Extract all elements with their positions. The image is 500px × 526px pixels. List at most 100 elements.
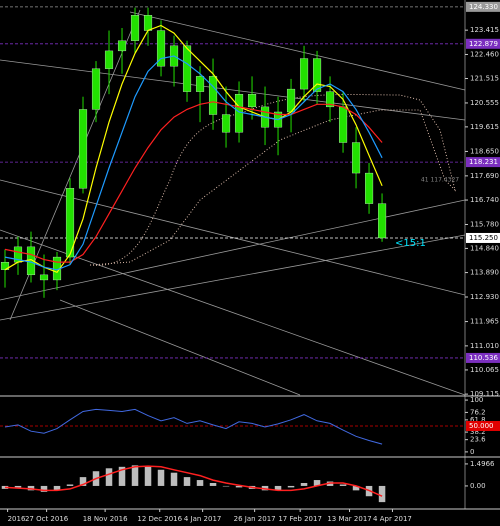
level-label: 50.000	[469, 422, 494, 430]
candle-body	[156, 30, 166, 67]
level-label-box	[466, 352, 500, 363]
candle-body	[65, 188, 75, 258]
histogram-bar	[313, 480, 321, 486]
histogram-bar	[339, 484, 347, 486]
histogram-bar	[131, 465, 139, 486]
level-label-box	[466, 1, 500, 12]
y-tick-label: 111.965	[470, 318, 499, 326]
histogram-bar	[209, 483, 217, 486]
trendline	[129, 11, 466, 91]
candle-body	[39, 274, 49, 281]
y-tick-label: 118.650	[470, 147, 499, 155]
y-tick-label: 117.690	[470, 172, 499, 180]
candle-body	[234, 94, 244, 133]
histogram-bar	[196, 480, 204, 486]
candle-body	[221, 114, 231, 133]
candle-body	[91, 68, 101, 110]
y-tick-label: 121.515	[470, 75, 499, 83]
trendline	[0, 234, 466, 321]
level-label: 110.536	[469, 354, 498, 362]
level-label: 118.231	[469, 158, 498, 166]
candle-body	[117, 40, 127, 52]
histogram-bar	[287, 485, 295, 488]
candle-body	[182, 45, 192, 92]
histogram-bar	[157, 469, 165, 486]
histogram-bar	[53, 485, 61, 491]
histogram-bar	[79, 477, 87, 486]
histogram-bar	[352, 485, 360, 491]
candle-body	[299, 58, 309, 90]
histogram-bar	[378, 485, 386, 503]
candle-body	[143, 15, 153, 31]
x-tick-label: 18 Nov 2016	[83, 515, 128, 523]
y-tick-label: 116.740	[470, 196, 499, 204]
y-tick-label: 100	[470, 396, 483, 404]
moving-average	[4, 101, 383, 263]
x-tick-label: 27 Oct 2016	[25, 515, 69, 523]
histogram-bar	[274, 485, 282, 491]
y-tick-label: 112.930	[470, 293, 499, 301]
candle-body	[312, 58, 322, 92]
level-label: 124.330	[469, 3, 498, 11]
candle-body	[104, 50, 114, 69]
y-tick-label: 119.615	[470, 123, 499, 131]
histogram-bar	[105, 468, 113, 486]
y-tick-label: 109.115	[470, 390, 499, 398]
histogram-bar	[118, 466, 126, 486]
annotation: 41 117.4327	[421, 177, 459, 184]
level-label-box	[466, 232, 500, 243]
level-label-box	[466, 420, 500, 431]
y-tick-label: 61.8	[470, 416, 486, 424]
candle-body	[195, 76, 205, 92]
y-tick-label: 123.415	[470, 26, 499, 34]
y-tick-label: 0	[470, 448, 474, 456]
histogram-bar	[144, 466, 152, 486]
x-tick-label: 26 Jan 2017	[234, 515, 276, 523]
x-tick-label: 4 Apr 2017	[373, 515, 412, 523]
level-label-box	[466, 157, 500, 168]
histogram-bar	[14, 485, 22, 488]
y-tick-label: 76.2	[470, 408, 486, 416]
y-tick-label: 120.555	[470, 99, 499, 107]
histogram-bar	[300, 483, 308, 486]
y-tick-label: 111.010	[470, 342, 499, 350]
y-tick-label: 1.4966	[470, 460, 495, 468]
y-tick-label: 38.2	[470, 428, 486, 436]
x-tick-label: 4 Jan 2017	[184, 515, 222, 523]
x-tick-label: 17 Feb 2017	[278, 515, 322, 523]
candle-body	[247, 94, 257, 108]
candle-body	[364, 172, 374, 204]
candle-body	[338, 106, 348, 143]
trendline	[0, 179, 466, 296]
y-tick-label: 23.6	[470, 436, 486, 444]
signal-line	[4, 465, 383, 497]
moving-average	[4, 55, 383, 271]
y-tick-label: 115.780	[470, 220, 499, 228]
candle-body	[377, 203, 387, 239]
histogram-bar	[170, 472, 178, 486]
x-tick-label: 12 Dec 2016	[137, 515, 182, 523]
y-tick-label: 114.840	[470, 244, 499, 252]
histogram-bar	[66, 484, 74, 486]
x-tick-label: 13 Mar 2017	[327, 515, 371, 523]
candle-body	[351, 142, 361, 174]
moving-average	[4, 24, 383, 274]
trendline	[0, 199, 466, 301]
x-tick-label: 2016	[8, 515, 26, 523]
histogram-bar	[222, 485, 230, 487]
histogram-bar	[183, 477, 191, 486]
y-tick-label: 110.065	[470, 366, 499, 374]
level-label-box	[466, 38, 500, 49]
level-label: 115.250	[469, 234, 498, 242]
candle-body	[130, 15, 140, 41]
histogram-bar	[40, 485, 48, 492]
candle-body	[325, 91, 335, 108]
y-tick-label: 113.890	[470, 269, 499, 277]
histogram-bar	[27, 485, 35, 491]
y-tick-label: 122.460	[470, 50, 499, 58]
histogram-bar	[235, 485, 243, 488]
y-tick-label: 0.00	[470, 482, 486, 490]
candle-body	[208, 76, 218, 115]
